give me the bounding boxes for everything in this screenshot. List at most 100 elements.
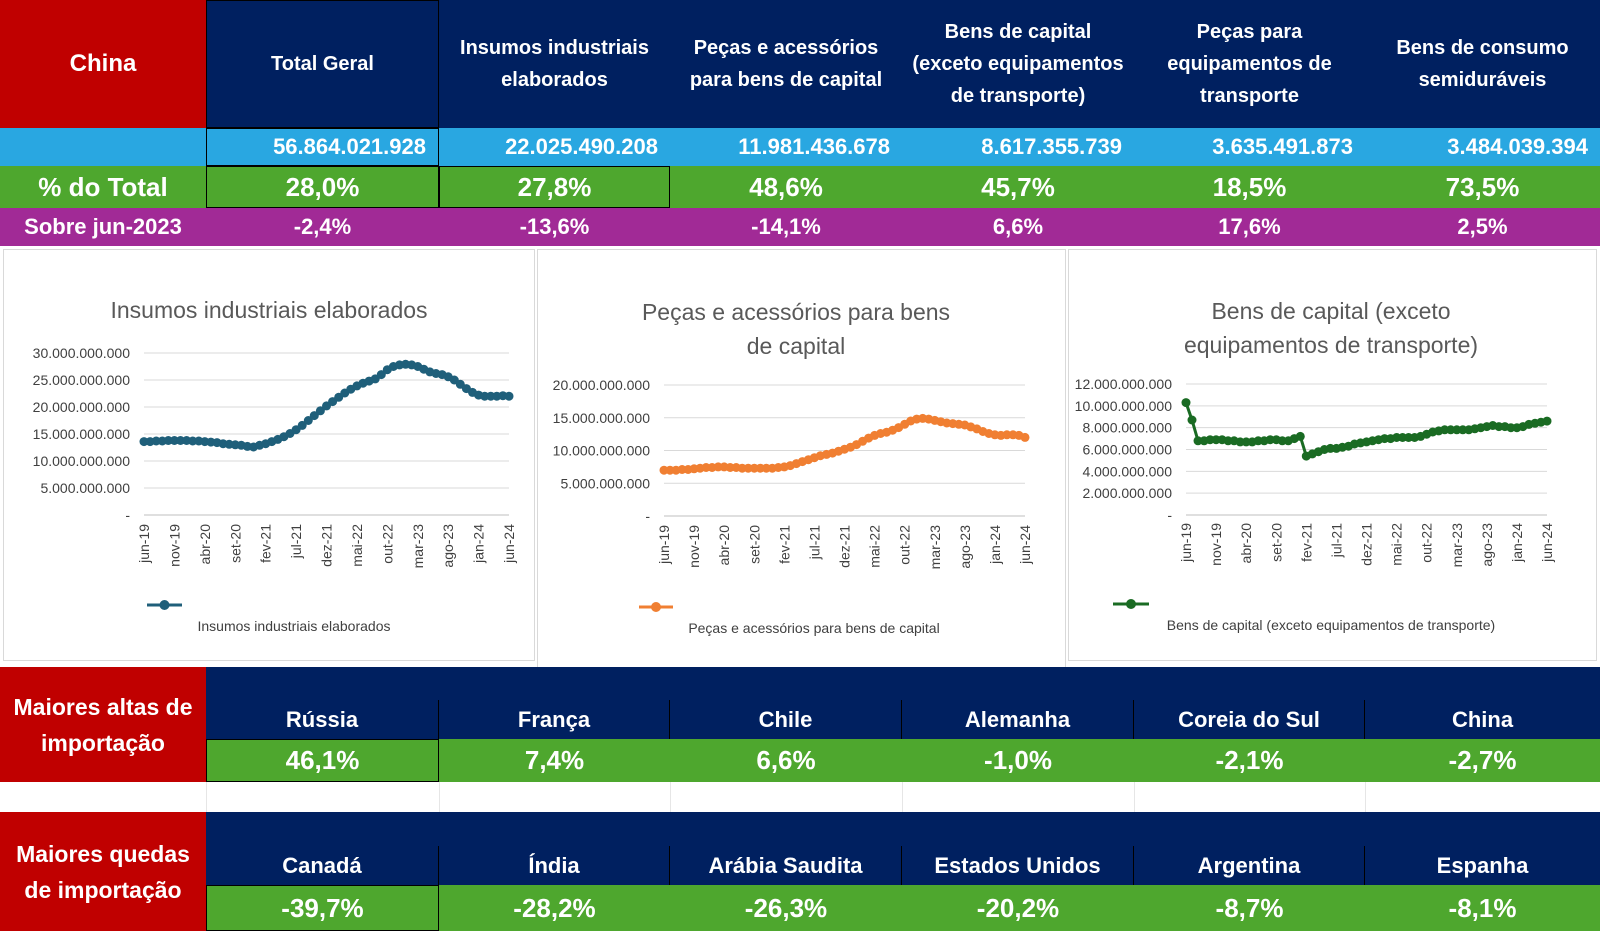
change-pecas-acessorios: -14,1% xyxy=(670,208,902,246)
y-tick-label: - xyxy=(1167,507,1172,523)
x-tick-label: jan-24 xyxy=(987,525,1003,565)
quedas-value-3: -26,3% xyxy=(670,885,902,931)
x-tick-label: ago-23 xyxy=(957,525,973,569)
altas-label: Maiores altas de importação xyxy=(0,667,206,782)
altas-value-5: -2,1% xyxy=(1134,739,1365,782)
y-tick-label: 15.000.000.000 xyxy=(553,410,651,426)
x-tick-label: fev-21 xyxy=(1298,523,1314,562)
chart-title-line: Bens de capital (exceto xyxy=(1211,298,1450,324)
altas-value-2: 7,4% xyxy=(439,739,670,782)
change-label: Sobre jun-2023 xyxy=(0,208,206,246)
value-total-geral: 56.864.021.928 xyxy=(206,128,439,166)
pct-label: % do Total xyxy=(0,166,206,208)
quedas-country-3: Arábia Saudita xyxy=(670,846,902,885)
x-tick-label: jul-21 xyxy=(1328,523,1344,558)
y-tick-label: 10.000.000.000 xyxy=(33,453,131,469)
x-tick-label: jun-24 xyxy=(1539,523,1555,563)
data-point xyxy=(303,416,313,425)
x-tick-label: jul-21 xyxy=(806,525,822,560)
x-tick-label: abr-20 xyxy=(716,525,732,566)
x-tick-label: dez-21 xyxy=(837,525,853,568)
pct-bens-capital: 45,7% xyxy=(902,166,1134,208)
x-tick-label: nov-19 xyxy=(686,525,702,568)
y-tick-label: 4.000.000.000 xyxy=(1082,463,1172,479)
x-tick-label: mai-22 xyxy=(867,525,883,568)
x-tick-label: fev-21 xyxy=(258,524,274,563)
values-row-label xyxy=(0,128,206,166)
x-tick-label: dez-21 xyxy=(319,524,335,567)
x-tick-label: mar-23 xyxy=(1449,523,1465,568)
y-tick-label: 10.000.000.000 xyxy=(1075,398,1173,414)
header-bens-consumo: Bens de consumo semiduráveis xyxy=(1365,0,1600,128)
x-tick-label: jun-24 xyxy=(1017,525,1033,565)
y-tick-label: 2.000.000.000 xyxy=(1082,485,1172,501)
y-tick-label: 10.000.000.000 xyxy=(553,443,651,459)
altas-value-4: -1,0% xyxy=(902,739,1134,782)
altas-country-5: Coreia do Sul xyxy=(1134,700,1365,739)
x-tick-label: jul-21 xyxy=(288,524,304,559)
quedas-label: Maiores quedas de importação xyxy=(0,812,206,931)
pct-total-geral: 28,0% xyxy=(206,166,439,208)
altas-value-6: -2,7% xyxy=(1365,739,1600,782)
legend-label: Bens de capital (exceto equipamentos de … xyxy=(1167,617,1495,633)
y-tick-label: 12.000.000.000 xyxy=(1075,376,1173,392)
x-tick-label: abr-20 xyxy=(1238,523,1254,564)
altas-country-3: Chile xyxy=(670,700,902,739)
x-tick-label: ago-23 xyxy=(440,524,456,568)
x-tick-label: mar-23 xyxy=(410,524,426,569)
quedas-country-5: Argentina xyxy=(1134,846,1365,885)
x-tick-label: out-22 xyxy=(379,524,395,564)
header-total-geral: Total Geral xyxy=(206,0,439,128)
x-tick-label: jan-24 xyxy=(471,524,487,564)
chart-title-line: Insumos industriais elaborados xyxy=(110,297,427,323)
altas-country-2: França xyxy=(439,700,670,739)
header-insumos: Insumos industriais elaborados xyxy=(439,0,670,128)
y-tick-label: 15.000.000.000 xyxy=(33,426,131,442)
x-tick-label: mai-22 xyxy=(349,524,365,567)
value-bens-capital: 8.617.355.739 xyxy=(902,128,1134,166)
y-tick-label: 5.000.000.000 xyxy=(560,475,650,491)
value-pecas-acessorios: 11.981.436.678 xyxy=(670,128,902,166)
altas-country-1: Rússia xyxy=(206,700,439,739)
quedas-value-2: -28,2% xyxy=(439,885,670,931)
quedas-value-4: -20,2% xyxy=(902,885,1134,931)
y-tick-label: 20.000.000.000 xyxy=(553,377,651,393)
quedas-country-6: Espanha xyxy=(1365,846,1600,885)
quedas-country-1: Canadá xyxy=(206,846,439,885)
x-tick-label: nov-19 xyxy=(166,524,182,567)
data-point xyxy=(309,411,319,421)
x-tick-label: mar-23 xyxy=(927,525,943,570)
data-point xyxy=(315,406,325,416)
y-tick-label: - xyxy=(645,508,650,524)
chart-insumos: Insumos industriais elaborados 30.000.000… xyxy=(33,297,517,634)
chart-panel-insumos: Insumos industriais elaborados 30.000.000… xyxy=(3,249,535,661)
data-point xyxy=(1187,415,1197,425)
altas-value-3: 6,6% xyxy=(670,739,902,782)
header-pecas-transporte: Peças para equipamentos de transporte xyxy=(1134,0,1365,128)
chart-pecas: Peças e acessórios para bens de capital 20… xyxy=(553,299,1033,636)
data-point xyxy=(1542,416,1552,426)
chart-title-line: equipamentos de transporte) xyxy=(1184,332,1478,358)
quedas-value-6: -8,1% xyxy=(1365,885,1600,931)
x-tick-label: set-20 xyxy=(746,525,762,564)
x-tick-label: nov-19 xyxy=(1208,523,1224,566)
x-tick-label: jun-19 xyxy=(136,524,152,564)
legend-marker xyxy=(159,600,170,610)
altas-country-6: China xyxy=(1365,700,1600,739)
legend-label: Peças e acessórios para bens de capital xyxy=(688,620,939,636)
chart-title-line: de capital xyxy=(747,333,845,359)
x-tick-label: abr-20 xyxy=(197,524,213,565)
x-tick-label: dez-21 xyxy=(1359,523,1375,566)
chart-panel-pecas: Peças e acessórios para bens de capital 20… xyxy=(537,249,1066,669)
altas-value-1: 46,1% xyxy=(206,739,439,782)
header-pecas-acessorios: Peças e acessórios para bens de capital xyxy=(670,0,902,128)
y-tick-label: 5.000.000.000 xyxy=(40,480,130,496)
data-point xyxy=(376,370,386,380)
x-tick-label: fev-21 xyxy=(776,525,792,564)
pct-pecas-transporte: 18,5% xyxy=(1134,166,1365,208)
x-tick-label: jun-24 xyxy=(501,524,517,564)
x-tick-label: out-22 xyxy=(1419,523,1435,563)
quedas-value-5: -8,7% xyxy=(1134,885,1365,931)
y-tick-label: 30.000.000.000 xyxy=(33,345,131,361)
change-pecas-transporte: 17,6% xyxy=(1134,208,1365,246)
